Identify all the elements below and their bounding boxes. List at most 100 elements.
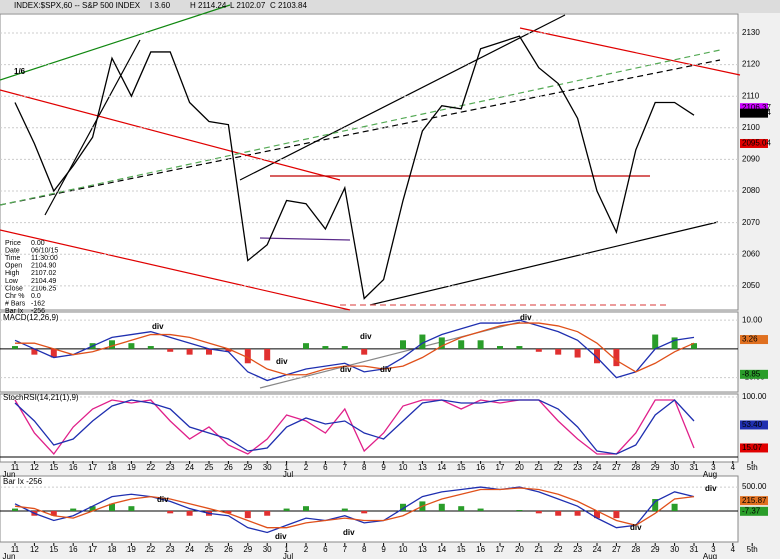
x-tick-label: 5th <box>747 463 758 472</box>
x-tick-label: 21 <box>534 545 543 554</box>
x-tick-label: 22 <box>554 545 563 554</box>
x-tick-label: 13 <box>418 463 427 472</box>
histogram-bar <box>283 508 290 511</box>
trend-line <box>0 49 721 206</box>
month-label: Aug <box>703 552 717 559</box>
x-tick-label: 29 <box>651 463 660 472</box>
last-value-box <box>740 420 768 430</box>
x-tick-label: 24 <box>185 463 194 472</box>
x-tick-label: 27 <box>612 463 621 472</box>
histogram-bar <box>613 348 620 367</box>
x-tick-label: 23 <box>166 463 175 472</box>
info-value: 0.0 <box>31 293 41 300</box>
rsi-pane <box>0 393 739 463</box>
y-tick-label: 2080 <box>742 186 760 195</box>
histogram-bar <box>225 510 232 514</box>
x-tick-label: 9 <box>381 463 386 472</box>
histogram-bar <box>438 503 445 511</box>
x-tick-label: 17 <box>88 545 97 554</box>
x-tick-label: 28 <box>631 463 640 472</box>
trend-line <box>0 4 231 81</box>
x-tick-label: 14 <box>437 545 446 554</box>
info-value: -256 <box>31 308 45 315</box>
x-tick-label: 24 <box>593 463 602 472</box>
histogram-bar <box>264 348 271 361</box>
histogram-bar <box>167 510 174 514</box>
x-tick-label: 15 <box>457 545 466 554</box>
x-tick-label: 18 <box>108 545 117 554</box>
header-bar <box>0 0 780 13</box>
month-label: Jun <box>3 552 16 559</box>
info-value: 2104.49 <box>31 278 56 285</box>
histogram-bar <box>671 503 678 511</box>
histogram-bar <box>303 506 309 511</box>
histogram-bar <box>361 510 368 514</box>
histogram-bar <box>594 510 600 519</box>
x-tick-label: 10 <box>399 463 408 472</box>
chart-title: INDEX:$SPX,60 -- S&P 500 INDEX <box>14 1 141 10</box>
histogram-bar <box>12 508 18 511</box>
x-tick-label: 4 <box>731 545 736 554</box>
x-tick-label: 29 <box>243 463 252 472</box>
x-tick-label: 30 <box>670 463 679 472</box>
x-tick-label: 3 <box>711 463 716 472</box>
histogram-bar <box>477 508 484 511</box>
info-value: 11:30:00 <box>31 255 58 262</box>
y-tick-label: 500.00 <box>742 482 767 491</box>
info-label: Low <box>5 278 19 285</box>
x-tick-label: 2 <box>304 545 309 554</box>
histogram-bar <box>361 348 368 355</box>
x-tick-label: 29 <box>243 545 252 554</box>
info-value: 0.00 <box>31 240 45 247</box>
trend-line <box>0 59 721 206</box>
last-value-label: 215.87 <box>742 496 767 505</box>
histogram-bar <box>400 340 406 349</box>
series-line <box>14 399 695 456</box>
histogram-bar <box>613 510 620 519</box>
histogram-bar <box>244 510 251 519</box>
histogram-bar <box>206 348 212 355</box>
annotation: 1/6 <box>14 67 26 76</box>
histogram-bar <box>322 346 329 349</box>
x-tick-label: 30 <box>670 545 679 554</box>
month-label: Jul <box>283 470 293 479</box>
x-tick-label: 24 <box>593 545 602 554</box>
x-tick-label: 21 <box>534 463 543 472</box>
x-tick-label: 31 <box>690 463 699 472</box>
x-tick-label: 8 <box>362 463 367 472</box>
x-tick-label: 30 <box>263 545 272 554</box>
info-value: -162 <box>31 301 45 308</box>
x-tick-label: 23 <box>573 545 582 554</box>
price-pane <box>0 13 739 311</box>
x-tick-label: 5th <box>747 545 758 554</box>
last-value-label: -7.37 <box>742 506 761 515</box>
info-label: # Bars <box>5 301 26 308</box>
y-tick-label: 2120 <box>742 60 760 69</box>
info-label: Close <box>5 285 23 292</box>
histogram-bar <box>303 343 309 349</box>
last-value-box <box>740 506 768 516</box>
annotation: div <box>705 484 717 493</box>
pane-title: StochRSI(14,21(1),9) <box>3 393 79 402</box>
histogram-bar <box>574 510 581 516</box>
x-tick-label: 22 <box>146 463 155 472</box>
histogram-bar <box>671 337 678 349</box>
x-tick-label: 13 <box>418 545 427 554</box>
x-tick-label: 12 <box>30 545 39 554</box>
trend-line <box>239 14 566 181</box>
histogram-bar <box>128 343 135 349</box>
histogram-bar <box>341 346 348 349</box>
histogram-bar <box>594 348 600 364</box>
x-tick-label: 11 <box>11 545 20 554</box>
last-value-box <box>740 369 768 379</box>
last-value-box <box>740 496 768 506</box>
histogram-bar <box>516 510 523 511</box>
info-value: 2104.90 <box>31 263 56 270</box>
x-tick-label: 1 <box>284 545 289 554</box>
histogram-bar <box>167 348 174 352</box>
histogram-bar <box>652 334 659 349</box>
histogram-bar <box>535 348 542 352</box>
x-tick-label: 23 <box>573 463 582 472</box>
x-tick-label: 11 <box>11 463 20 472</box>
info-value: 06/10/15 <box>31 247 58 254</box>
